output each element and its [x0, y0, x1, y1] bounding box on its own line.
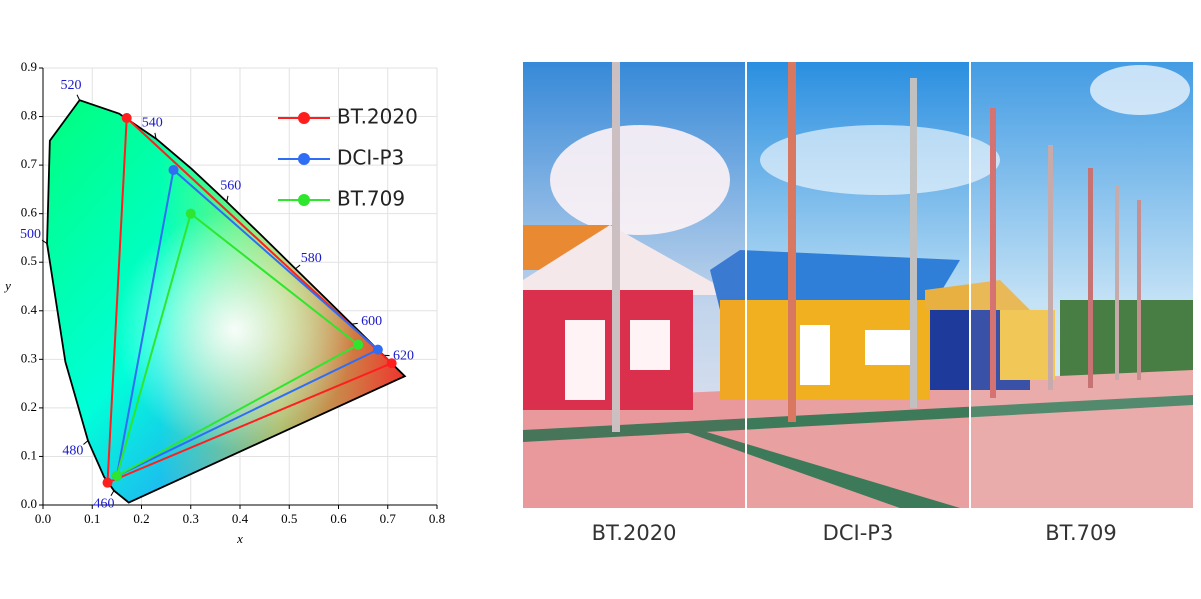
gamut-triangle	[115, 168, 380, 478]
wavelength-label: 520	[60, 78, 81, 93]
x-tick-label: 0.6	[330, 511, 347, 526]
y-tick-label: 0.7	[21, 156, 38, 171]
y-tick-label: 0.8	[21, 108, 37, 123]
y-tick-label: 0.9	[21, 59, 37, 74]
primary-point	[168, 164, 179, 175]
wavelength-label: 580	[301, 251, 322, 266]
wavelength-label: 480	[62, 443, 83, 458]
wavelength-tick	[110, 490, 115, 497]
x-tick-label: 0.2	[133, 511, 149, 526]
wavelength-label: 500	[20, 227, 41, 242]
legend-marker	[298, 153, 310, 165]
photo-caption: BT.2020	[592, 521, 677, 545]
chart: x y 0.0 0.1 0.2 0.3 0.4 0.5 0.6 0.7 0.8 0.0 0.1 0.2…	[3, 59, 445, 546]
wavelength-label: 620	[393, 348, 414, 363]
x-tick-label: 0.4	[232, 511, 249, 526]
wavelength-label: 460	[93, 497, 114, 512]
wavelength-tick	[295, 264, 301, 270]
gamut-triangle	[106, 115, 394, 485]
legend-label: DCI-P3	[337, 146, 404, 170]
primary-point	[185, 208, 196, 219]
x-tick-label: 0.1	[84, 511, 100, 526]
x-tick-label: 0.0	[35, 511, 51, 526]
x-tick-label: 0.5	[281, 511, 297, 526]
x-tick-label: 0.8	[429, 511, 445, 526]
wavelength-tick	[154, 132, 157, 139]
photo-caption: BT.709	[1045, 521, 1117, 545]
primary-point	[102, 477, 113, 488]
wavelength-tick	[226, 195, 229, 202]
legend-label: BT.709	[337, 187, 405, 211]
legend-marker	[298, 112, 310, 124]
wavelength-label: 600	[361, 314, 382, 329]
photo-caption: DCI-P3	[823, 521, 894, 545]
primary-point	[372, 344, 383, 355]
x-tick-label: 0.7	[380, 511, 397, 526]
y-tick-label: 0.3	[21, 350, 37, 365]
wavelength-tick	[41, 239, 48, 244]
legend-marker	[298, 194, 310, 206]
gamut-triangle	[115, 211, 361, 478]
legend-label: BT.2020	[337, 105, 418, 129]
primary-point	[353, 339, 364, 350]
wavelength-tick	[83, 440, 89, 445]
x-tick-label: 0.3	[183, 511, 199, 526]
primary-point	[121, 113, 132, 124]
wavelength-label: 540	[142, 115, 163, 130]
y-tick-label: 0.2	[21, 399, 37, 414]
primary-point	[386, 358, 397, 369]
wavelength-tick	[351, 322, 358, 325]
wavelength-tick	[76, 94, 81, 101]
y-tick-label: 0.1	[21, 447, 37, 462]
y-tick-label: 0.6	[21, 205, 38, 220]
y-tick-label: 0.0	[21, 496, 37, 511]
photo: BT.2020 DCI-P3 BT.709	[523, 62, 1193, 545]
x-axis-label: x	[236, 531, 243, 546]
y-tick-label: 0.4	[21, 302, 38, 317]
wavelength-label: 560	[220, 178, 241, 193]
primary-point	[111, 470, 122, 481]
y-tick-label: 0.5	[21, 253, 37, 268]
y-axis-label: y	[3, 278, 11, 293]
